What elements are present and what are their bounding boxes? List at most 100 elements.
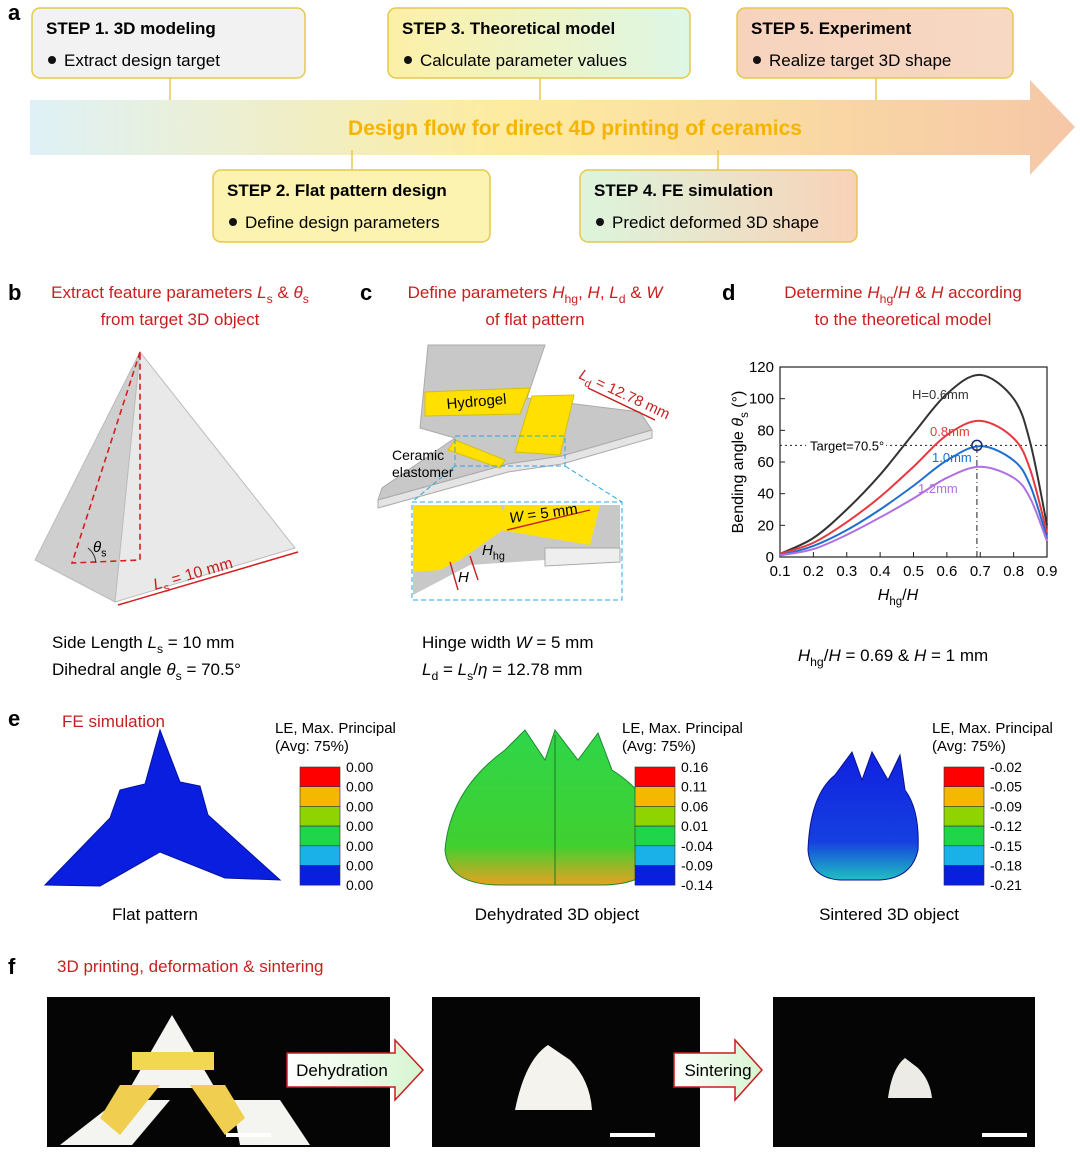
text-segment: Define parameters <box>408 283 553 302</box>
series-label: H=0.6mm <box>912 387 969 402</box>
sintered-part <box>888 1058 932 1098</box>
text-segment: to the theoretical model <box>815 310 992 329</box>
caption: Sintered 3D object <box>819 905 959 924</box>
panel-label: e <box>8 706 20 731</box>
text-segment: from target 3D object <box>101 310 260 329</box>
target-label: Target=70.5° <box>810 438 884 453</box>
step-box <box>579 169 858 243</box>
x-tick-label: 0.9 <box>1037 563 1058 580</box>
x-tick-label: 0.6 <box>936 563 957 580</box>
color-bin <box>299 825 341 847</box>
legend-subtitle: (Avg: 75%) <box>275 738 349 755</box>
text-segment: η <box>478 660 487 679</box>
scale-bar <box>226 1133 271 1137</box>
hinge <box>190 1085 245 1135</box>
x-tick-label: 0.1 <box>770 563 791 580</box>
text-segment: hg <box>880 292 894 306</box>
color-bin <box>299 865 341 886</box>
inset-hydrogel <box>500 505 600 545</box>
text: Dihedral angle θs = 70.5° <box>52 660 241 683</box>
text-segment: hg <box>889 596 902 608</box>
text-segment: = 1 mm <box>926 646 988 665</box>
legend-label: 0.00 <box>346 838 373 854</box>
step-box <box>387 7 691 79</box>
text-segment: s <box>157 642 163 656</box>
text-segment: = 0.69 & <box>841 646 914 665</box>
text: from target 3D object <box>101 310 260 329</box>
legend-label: -0.12 <box>990 818 1022 834</box>
y-tick-label: 80 <box>757 422 774 439</box>
y-tick-label: 120 <box>749 359 774 376</box>
text-segment: s <box>267 292 273 306</box>
legend-label: -0.15 <box>990 838 1022 854</box>
step-box <box>736 7 1014 79</box>
text-segment: = 5 mm <box>532 633 594 652</box>
y-tick-label: 100 <box>749 391 774 408</box>
hinge <box>132 1052 214 1070</box>
caption: Dehydrated 3D object <box>475 905 640 924</box>
text-segment: s <box>739 412 751 418</box>
legend-label: -0.05 <box>990 779 1022 795</box>
bullet <box>596 218 604 226</box>
text-segment: d <box>582 377 593 390</box>
color-bin <box>634 806 676 827</box>
text-segment: hg <box>493 551 505 563</box>
text-segment: Bending angle <box>730 427 747 534</box>
text-segment: hg <box>564 292 578 306</box>
y-tick-label: 40 <box>757 486 774 503</box>
label-bg <box>806 436 886 453</box>
legend-label: -0.02 <box>990 759 1022 775</box>
elastomer-label: Ceramic <box>392 447 444 463</box>
step-heading: STEP 1. 3D modeling <box>46 19 216 38</box>
series-line <box>779 419 1048 555</box>
text-segment: s <box>176 669 182 683</box>
text-segment: H <box>482 542 493 559</box>
hydrogel <box>514 394 575 456</box>
legend-title: LE, Max. Principal <box>622 720 743 737</box>
color-bin <box>943 766 985 788</box>
step-bullet: Realize target 3D shape <box>769 51 951 70</box>
text: Hhg/H = 0.69 & H = 1 mm <box>798 646 988 669</box>
step-box <box>212 169 491 243</box>
series-line <box>779 373 1048 555</box>
text-segment: , <box>600 283 609 302</box>
target-marker <box>971 439 983 452</box>
zoom-line <box>564 465 623 503</box>
panel-label: b <box>8 280 21 305</box>
dimension-line <box>587 387 656 421</box>
step-box <box>31 7 306 79</box>
y-tick-label: 60 <box>757 454 774 471</box>
color-bin <box>299 766 341 788</box>
hydrogel <box>424 387 531 417</box>
legend-title: LE, Max. Principal <box>275 720 396 737</box>
text-segment: of flat pattern <box>485 310 584 329</box>
color-bin <box>943 865 985 886</box>
text-segment: H <box>931 283 944 302</box>
text-segment: d <box>431 669 438 683</box>
color-bin <box>299 806 341 827</box>
text: Side Length Ls = 10 mm <box>52 633 234 656</box>
text-segment: H <box>878 587 890 604</box>
color-bin <box>943 845 985 866</box>
text: of flat pattern <box>485 310 584 329</box>
legend-label: -0.18 <box>990 858 1022 874</box>
panel-label: a <box>8 0 21 25</box>
text: to the theoretical model <box>815 310 992 329</box>
text-segment: according <box>943 283 1021 302</box>
color-bin <box>634 786 676 807</box>
legend-title: LE, Max. Principal <box>932 720 1053 737</box>
text-segment: Determine <box>784 283 867 302</box>
text-segment: s <box>101 548 107 560</box>
pyramid-face <box>114 350 296 603</box>
text-segment: θ <box>294 283 304 302</box>
hinge <box>100 1085 160 1135</box>
text-segment: L <box>147 633 156 652</box>
text: Hhg <box>482 542 505 563</box>
zoom-box <box>454 435 566 467</box>
text: Define parameters Hhg, H, Ld & W <box>408 283 665 306</box>
text-segment: H <box>867 283 880 302</box>
step-bullet: Define design parameters <box>245 213 440 232</box>
legend-label: 0.00 <box>346 779 373 795</box>
scale-bar <box>982 1133 1027 1137</box>
